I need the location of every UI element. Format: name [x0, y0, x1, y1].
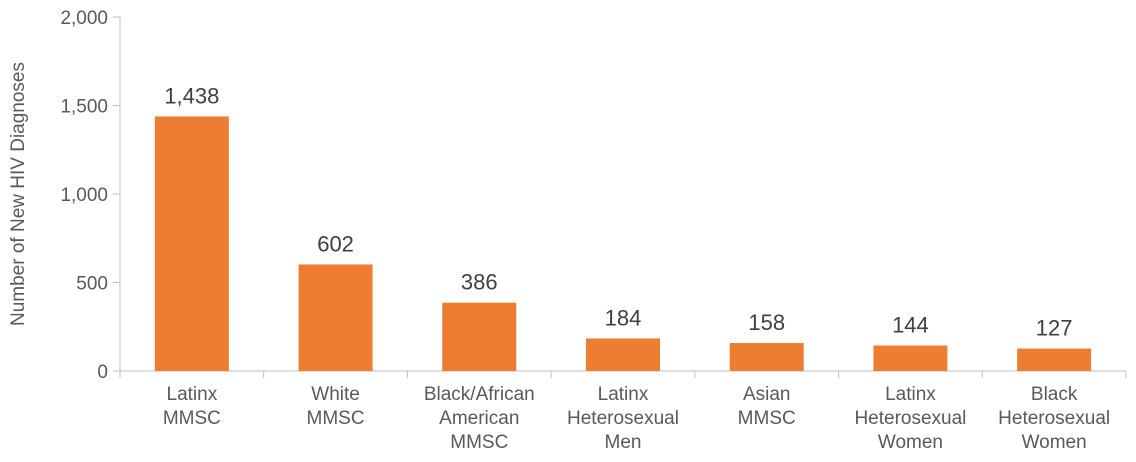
category-label: Asian MMSC — [738, 384, 796, 429]
y-axis-label: Number of New HIV Diagnoses — [8, 62, 29, 326]
category-label-line: Latinx — [885, 384, 936, 405]
data-label: 602 — [317, 231, 354, 256]
category-label: Latinx MMSC — [163, 384, 221, 429]
category-label-line: MMSC — [307, 408, 365, 429]
y-tick-label: 0 — [97, 362, 108, 383]
category-label-line: Latinx — [167, 384, 218, 405]
category-label-line: MMSC — [163, 408, 221, 429]
x-axis — [119, 370, 1127, 378]
category-label: White MMSC — [307, 384, 365, 429]
category-label-line: Men — [605, 432, 642, 453]
category-label: Latinx Heterosexual Women — [854, 384, 966, 453]
bar-series — [154, 116, 1092, 371]
bar — [442, 302, 517, 371]
category-label-line: MMSC — [450, 432, 508, 453]
data-labels: 1,438 602 386 184 158 144 127 — [164, 83, 1072, 340]
data-label: 386 — [461, 270, 498, 295]
category-label-line: MMSC — [738, 408, 796, 429]
category-label-line: Black/African — [424, 384, 535, 405]
category-label-line: American — [439, 408, 519, 429]
bar — [1017, 348, 1092, 371]
y-tick-label: 1,000 — [60, 185, 108, 206]
category-labels: Latinx MMSC White MMSC Black/African American… — [163, 384, 1110, 453]
data-label: 127 — [1036, 316, 1073, 341]
category-label-line: Heterosexual — [567, 408, 679, 429]
category-label-line: Black — [1031, 384, 1078, 405]
category-label: Black Heterosexual Women — [998, 384, 1110, 453]
category-label-line: Women — [878, 432, 943, 453]
category-label-line: Heterosexual — [854, 408, 966, 429]
y-tick-label: 2,000 — [60, 8, 108, 29]
bar — [729, 343, 804, 371]
category-label-line: Latinx — [598, 384, 649, 405]
y-tick-label: 1,500 — [60, 97, 108, 118]
y-axis: 0 500 1,000 1,500 2,000 — [60, 8, 121, 383]
category-label-line: Heterosexual — [998, 408, 1110, 429]
bar — [586, 338, 660, 371]
bar — [154, 116, 229, 371]
category-label-line: Women — [1022, 432, 1087, 453]
bar — [298, 264, 373, 371]
data-label: 184 — [605, 305, 642, 330]
category-label-line: Asian — [743, 384, 791, 405]
data-label: 158 — [748, 310, 785, 335]
category-label: Latinx Heterosexual Men — [567, 384, 679, 453]
category-label-line: White — [311, 384, 360, 405]
data-label: 144 — [892, 313, 929, 338]
y-tick-label: 500 — [76, 274, 108, 295]
data-label: 1,438 — [164, 83, 219, 108]
bar — [873, 345, 948, 371]
category-label: Black/African American MMSC — [424, 384, 535, 453]
